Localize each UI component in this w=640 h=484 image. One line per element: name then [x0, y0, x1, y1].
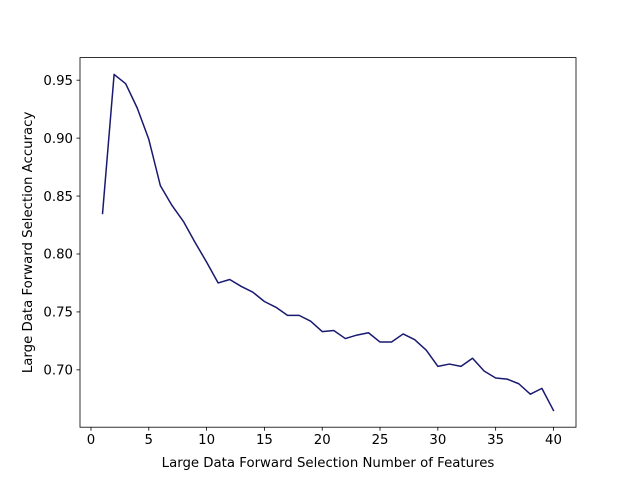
y-tick-label: 0.80	[43, 248, 73, 263]
x-tick-label: 30	[429, 433, 446, 448]
y-tick-label: 0.75	[43, 306, 73, 321]
x-tick-label: 20	[314, 433, 331, 448]
y-tick-label: 0.90	[43, 132, 73, 147]
x-tick-label: 0	[87, 433, 95, 448]
x-tick-label: 10	[198, 433, 215, 448]
y-tick-label: 0.70	[43, 364, 73, 379]
x-tick-label: 35	[487, 433, 504, 448]
x-tick-label: 15	[256, 433, 273, 448]
y-tick-label: 0.85	[43, 190, 73, 205]
x-axis-label: Large Data Forward Selection Number of F…	[162, 456, 495, 471]
y-tick-label: 0.95	[43, 74, 73, 89]
y-axis-label: Large Data Forward Selection Accuracy	[21, 112, 36, 374]
x-tick-label: 25	[372, 433, 389, 448]
x-tick-label: 5	[145, 433, 153, 448]
x-tick-label: 40	[545, 433, 562, 448]
